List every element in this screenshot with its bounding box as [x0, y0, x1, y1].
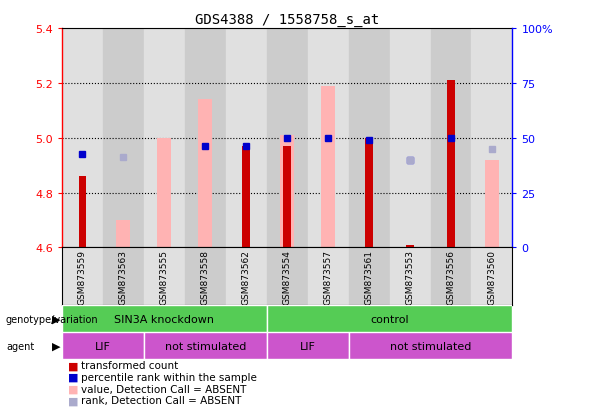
Text: GSM873558: GSM873558 [201, 249, 210, 304]
Bar [267, 306, 512, 332]
Text: GSM873559: GSM873559 [78, 249, 87, 304]
Bar [349, 248, 389, 306]
Text: GSM873563: GSM873563 [119, 249, 128, 304]
Bar [406, 245, 413, 248]
Bar [62, 332, 144, 359]
Bar [103, 248, 144, 306]
Text: ■: ■ [68, 384, 78, 394]
Text: agent: agent [6, 341, 34, 351]
Bar [198, 100, 213, 248]
Text: rank, Detection Call = ABSENT: rank, Detection Call = ABSENT [81, 395, 241, 405]
Bar [431, 29, 471, 248]
Text: GSM873562: GSM873562 [241, 249, 251, 304]
Text: percentile rank within the sample: percentile rank within the sample [81, 372, 257, 382]
Bar [116, 221, 130, 248]
Text: ■: ■ [68, 372, 78, 382]
Bar [267, 29, 307, 248]
Text: GSM873553: GSM873553 [405, 249, 415, 304]
Bar [485, 160, 499, 248]
Bar [185, 29, 226, 248]
Text: SIN3A knockdown: SIN3A knockdown [114, 314, 214, 324]
Bar [185, 248, 226, 306]
Text: GSM873554: GSM873554 [283, 249, 292, 304]
Text: GSM873556: GSM873556 [446, 249, 455, 304]
Bar [283, 147, 291, 248]
Text: ▶: ▶ [52, 314, 61, 324]
Bar [144, 248, 185, 306]
Bar [157, 138, 171, 248]
Text: ▶: ▶ [52, 341, 61, 351]
Bar [103, 29, 144, 248]
Bar [226, 29, 267, 248]
Bar [62, 29, 103, 248]
Text: genotype/variation: genotype/variation [6, 314, 98, 324]
Bar [307, 248, 349, 306]
Text: not stimulated: not stimulated [164, 341, 246, 351]
Text: GSM873560: GSM873560 [488, 249, 497, 304]
Bar [144, 332, 267, 359]
Text: ■: ■ [68, 395, 78, 405]
Bar [62, 248, 103, 306]
Bar [349, 29, 389, 248]
Text: not stimulated: not stimulated [390, 341, 471, 351]
Bar [267, 248, 307, 306]
Text: LIF: LIF [300, 341, 316, 351]
Bar [431, 248, 471, 306]
Text: transformed count: transformed count [81, 361, 178, 370]
Bar [365, 138, 373, 248]
Bar [307, 29, 349, 248]
Bar [447, 81, 455, 248]
Bar [267, 332, 349, 359]
Bar [321, 86, 335, 248]
Bar [471, 248, 512, 306]
Bar [471, 29, 512, 248]
Text: control: control [370, 314, 409, 324]
Bar [226, 248, 267, 306]
Text: LIF: LIF [95, 341, 111, 351]
Bar [389, 29, 431, 248]
Text: ■: ■ [68, 361, 78, 370]
Text: value, Detection Call = ABSENT: value, Detection Call = ABSENT [81, 384, 246, 394]
Text: GSM873555: GSM873555 [160, 249, 169, 304]
Bar [389, 248, 431, 306]
Bar [243, 147, 250, 248]
Bar [349, 332, 512, 359]
Bar [79, 177, 86, 248]
Bar [62, 306, 267, 332]
Bar [144, 29, 185, 248]
Text: GSM873557: GSM873557 [323, 249, 333, 304]
Text: GSM873561: GSM873561 [365, 249, 373, 304]
Title: GDS4388 / 1558758_s_at: GDS4388 / 1558758_s_at [195, 12, 379, 26]
Bar [280, 135, 294, 248]
